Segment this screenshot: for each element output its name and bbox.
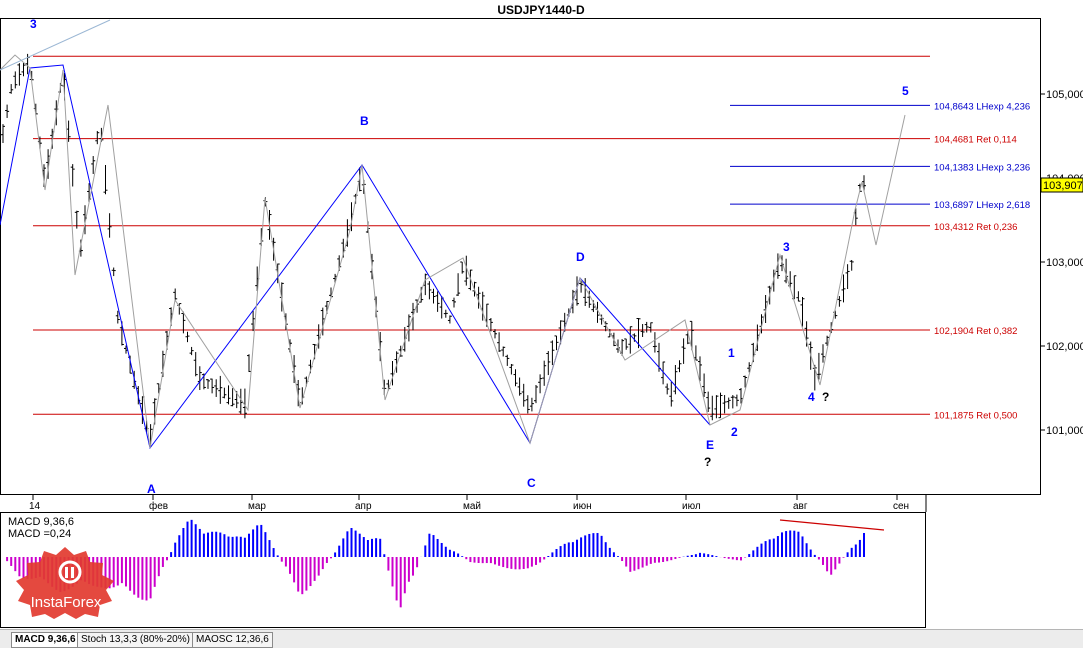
wave-path-minor — [0, 54, 906, 449]
tab-macd[interactable]: MACD 9,36,6 — [11, 632, 80, 648]
candles — [1, 53, 866, 447]
level-label: 104,8643 LHexp 4,236 — [934, 101, 1030, 112]
wave-label-major: D — [576, 250, 585, 264]
wave-label-major: 1 — [728, 346, 735, 360]
logo-text: InstaForex — [31, 594, 102, 611]
level-label: 103,6897 LHexp 2,618 — [934, 200, 1030, 211]
wave-label-major: E — [706, 438, 714, 452]
macd-histogram — [6, 519, 885, 608]
y-tick-label: 103,000 — [1046, 257, 1083, 269]
main-chart-frame — [0, 18, 1041, 495]
price-label: 103,907 — [1043, 180, 1083, 192]
wave-lines — [0, 19, 906, 450]
level-label: 101,1875 Ret 0,500 — [934, 410, 1017, 421]
x-tick-label: сен — [893, 501, 909, 512]
indicator-frame — [0, 512, 926, 628]
wave-label-major: C — [527, 476, 536, 490]
x-tick-label: авг — [793, 501, 808, 512]
fib-levels: 104,8643 LHexp 4,236 104,4681 Ret 0,114 10… — [33, 55, 1030, 421]
level-label: 104,4681 Ret 0,114 — [934, 135, 1017, 146]
wave-label-major: 4 — [808, 390, 815, 404]
y-tick-label: 101,000 — [1046, 425, 1083, 437]
wave-label-major: 3 — [783, 240, 790, 254]
logo-icon — [58, 560, 82, 584]
level-label: 104,1383 LHexp 3,236 — [934, 162, 1030, 173]
x-tick-label: мар — [248, 501, 266, 512]
question-mark: ? — [822, 390, 829, 404]
question-mark: ? — [704, 455, 711, 469]
x-axis: 14 фев мар апр май июн июл авг сен — [29, 495, 909, 512]
tab-maosc[interactable]: MAOSC 12,36,6 — [192, 632, 273, 648]
price-label-box — [1040, 177, 1083, 193]
macd-value: MACD =0,24 — [8, 528, 71, 540]
instaforex-logo: InstaForex — [16, 547, 114, 619]
level-label: 102,1904 Ret 0,382 — [934, 326, 1017, 337]
logo-badge — [16, 547, 114, 619]
wave-label-major: A — [147, 482, 156, 496]
wave-path-major — [0, 64, 711, 450]
x-tick-label: июл — [682, 501, 701, 512]
x-tick-label: май — [463, 501, 481, 512]
level-label: 103,4312 Ret 0,236 — [934, 222, 1017, 233]
wave-label-major: B — [360, 114, 369, 128]
wave-label-major: 5 — [902, 84, 909, 98]
x-tick-label: июн — [573, 501, 592, 512]
macd-label: MACD 9,36,6 — [8, 516, 74, 528]
y-tick-label: 102,000 — [1046, 341, 1083, 353]
wave-labels: 3 A B C D E 5 3 1 2 4?? — [30, 17, 909, 496]
indicator-tabs: MACD 9,36,6 Stoch 13,3,3 (80%-20%) MAOSC… — [0, 629, 1083, 648]
x-tick-label: фев — [149, 500, 168, 512]
tab-stoch[interactable]: Stoch 13,3,3 (80%-20%) — [77, 632, 194, 648]
macd-divergence-line — [779, 519, 885, 531]
y-tick-label: 105,000 — [1046, 89, 1083, 101]
x-tick-label: апр — [355, 501, 372, 512]
wave-label-major: 3 — [30, 17, 37, 31]
chart-title: USDJPY1440-D — [497, 3, 585, 17]
x-tick-label: 14 — [29, 501, 41, 512]
trend-line — [0, 19, 111, 71]
wave-label-major: 2 — [731, 425, 738, 439]
